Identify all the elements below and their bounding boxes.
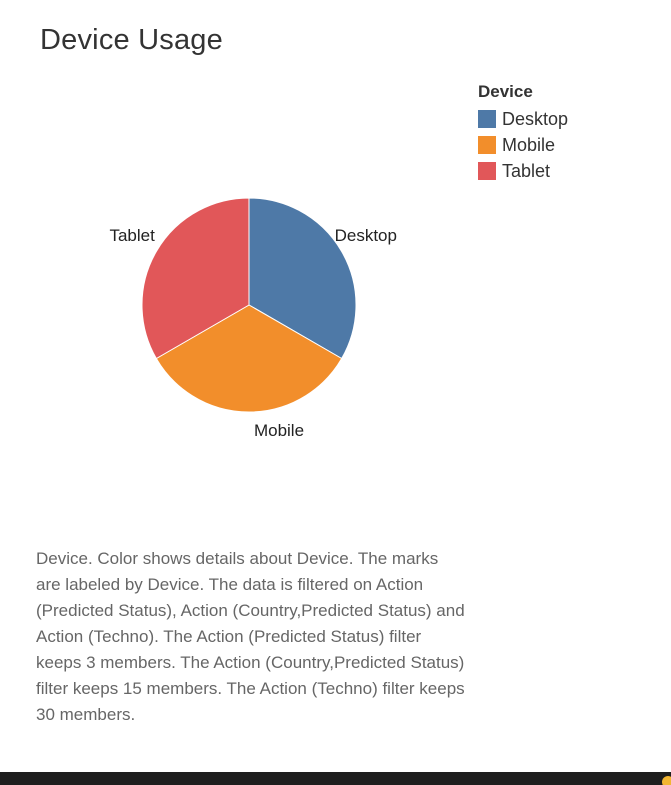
pie-chart: Desktop Mobile Tablet <box>109 197 397 440</box>
legend-item-mobile[interactable]: Mobile <box>478 132 568 158</box>
legend-swatch-tablet <box>478 162 496 180</box>
pie-label-tablet: Tablet <box>109 226 155 245</box>
legend: Device Desktop Mobile Tablet <box>478 82 568 184</box>
legend-title: Device <box>478 82 533 101</box>
status-dot-icon <box>662 776 671 785</box>
legend-item-tablet[interactable]: Tablet <box>478 158 568 184</box>
chart-description: Device. Color shows details about Device… <box>36 549 465 724</box>
pie-label-mobile: Mobile <box>254 421 304 440</box>
pie-labels: Desktop Mobile Tablet <box>109 226 397 440</box>
legend-label-desktop: Desktop <box>502 108 569 129</box>
legend-label-tablet: Tablet <box>502 160 551 181</box>
pie-slices <box>141 197 357 413</box>
pie-slice-desktop[interactable] <box>248 197 357 360</box>
pie-slice-tablet[interactable] <box>141 197 250 360</box>
bottom-toolbar <box>0 772 671 785</box>
pie-label-desktop: Desktop <box>335 226 397 245</box>
chart-title: Device Usage <box>40 24 223 56</box>
legend-swatch-desktop <box>478 110 496 128</box>
legend-swatch-mobile <box>478 136 496 154</box>
legend-item-desktop[interactable]: Desktop <box>478 106 568 132</box>
legend-label-mobile: Mobile <box>502 134 556 155</box>
